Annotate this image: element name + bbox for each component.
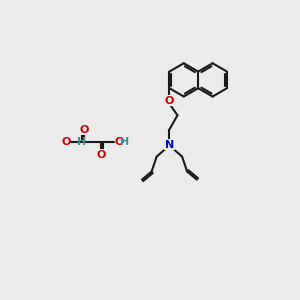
Text: O: O [165, 96, 174, 106]
Text: O: O [97, 150, 106, 160]
Text: O: O [61, 137, 70, 147]
Text: O: O [79, 124, 88, 135]
Text: N: N [165, 140, 174, 150]
Text: O: O [115, 137, 124, 147]
Text: H: H [77, 137, 86, 147]
Text: H: H [120, 137, 129, 147]
